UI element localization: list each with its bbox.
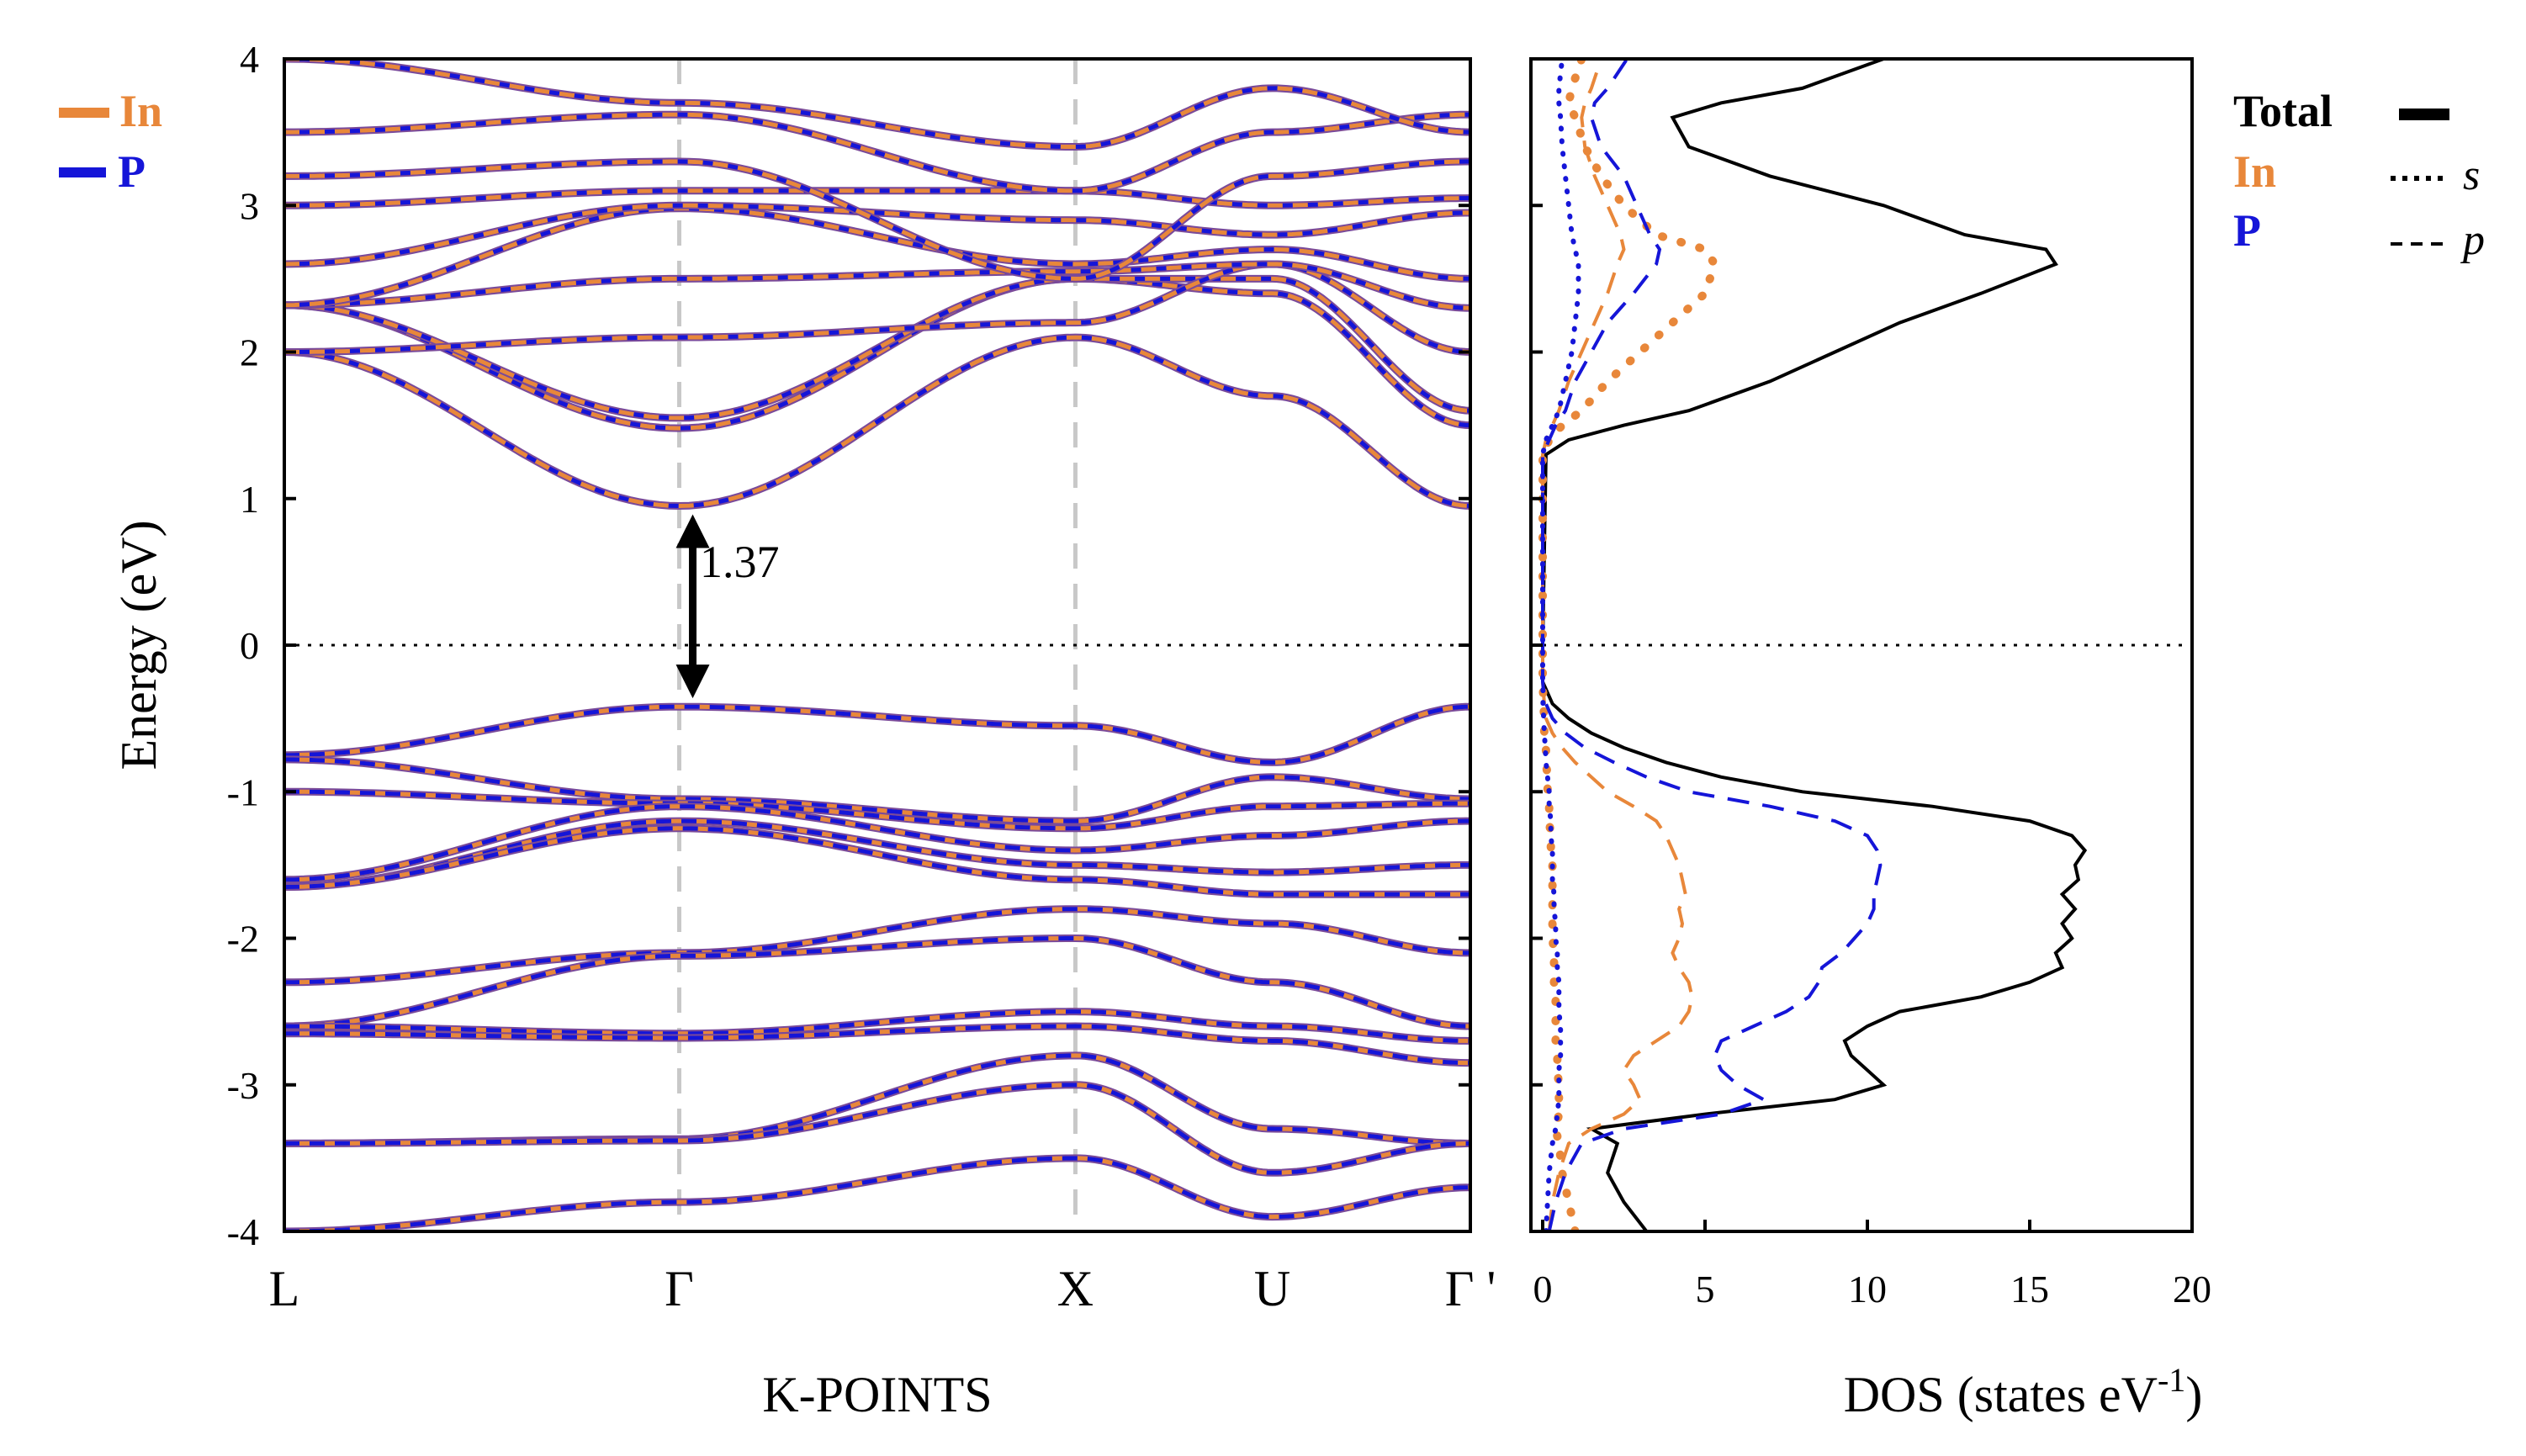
dos-panel: 0 5 10 15 20 DOS (states eV-1) Total In s P … — [1529, 57, 2485, 1422]
band-line-base — [284, 335, 1470, 509]
dos-axis-title-close: ) — [2185, 1367, 2202, 1422]
dos-energy-ticks — [1531, 57, 1543, 1233]
dos-tick-label: 0 — [1533, 1268, 1553, 1310]
energy-tick-label: 4 — [240, 38, 259, 81]
band-line-base — [284, 757, 1470, 823]
dos-legend: Total In s P p — [2233, 86, 2485, 264]
band-gap-arrow-head-bottom — [675, 664, 710, 699]
legend-s-label: s — [2463, 151, 2480, 199]
legend-p-orbital-label: p — [2460, 216, 2485, 264]
legend-total-label: Total — [2233, 86, 2333, 136]
kpoints-axis-title: K-POINTS — [762, 1367, 992, 1422]
dos-curves — [1538, 59, 2088, 1231]
band-line-overlay — [284, 1024, 1470, 1066]
legend-dos-p-label: P — [2233, 205, 2261, 256]
dos-tick-label: 5 — [1696, 1268, 1715, 1310]
dos-axis-ticks: 0 5 10 15 20 — [1533, 1220, 2211, 1310]
dos-tick-label: 15 — [2010, 1268, 2049, 1310]
energy-tick-label: -2 — [227, 918, 259, 961]
band-line-overlay — [284, 206, 1470, 308]
energy-tick-label: -4 — [227, 1210, 259, 1253]
dos-tick-label: 10 — [1848, 1268, 1887, 1310]
band-line-overlay — [284, 1156, 1470, 1231]
energy-tick-label: 0 — [240, 624, 259, 667]
energy-tick-label: 3 — [240, 184, 259, 227]
kpoint-label: Γ — [665, 1261, 694, 1316]
dos-axis-title-sup: -1 — [2158, 1361, 2185, 1399]
legend-p-label: P — [118, 146, 146, 197]
band-line-overlay — [284, 1009, 1470, 1043]
band-line-overlay — [284, 59, 1470, 149]
dos-curve-p-s — [1540, 59, 1581, 1231]
band-line-overlay — [284, 804, 1470, 882]
kpoint-label: Γ ' — [1445, 1261, 1496, 1316]
band-line-overlay — [284, 335, 1470, 509]
band-line-overlay — [284, 1083, 1470, 1175]
dos-curve-total — [1541, 59, 2088, 1231]
band-gap-value: 1.37 — [700, 537, 780, 587]
band-legend: In P — [59, 86, 162, 197]
band-line-overlay — [284, 704, 1470, 765]
kpoint-label: U — [1254, 1261, 1290, 1316]
energy-axis-title: Energy (eV) — [111, 520, 167, 770]
energy-tick-label: 2 — [240, 331, 259, 374]
dos-curve-p-p — [1541, 59, 1883, 1231]
band-line-overlay — [284, 757, 1470, 823]
kpoint-label: X — [1057, 1261, 1094, 1316]
legend-in-label: In — [119, 86, 162, 136]
kpoint-label: L — [269, 1261, 300, 1316]
band-line-overlay — [284, 936, 1470, 1029]
band-line-overlay — [284, 789, 1470, 831]
band-line-overlay — [284, 818, 1470, 889]
dos-tick-label: 20 — [2173, 1268, 2211, 1310]
band-structure-panel: -4 -3 -2 -1 0 1 2 3 4 L Γ X U Γ ' 1.37 Energy (eV) K… — [59, 38, 1496, 1422]
band-line-overlay — [284, 826, 1470, 897]
dos-curve-in-p — [1541, 59, 1694, 1231]
band-line-overlay — [284, 203, 1470, 267]
band-gap-arrow — [675, 514, 710, 699]
energy-tick-label: -3 — [227, 1064, 259, 1107]
band-line-overlay — [284, 159, 1470, 281]
band-line-overlay — [284, 262, 1470, 354]
dos-axis-title-main: DOS (states eV — [1844, 1367, 2158, 1422]
band-lines — [284, 59, 1470, 1231]
band-gap-arrow-head-top — [675, 514, 710, 548]
band-line-overlay — [284, 907, 1470, 985]
kpoint-labels: L Γ X U Γ ' — [269, 1261, 1496, 1316]
band-line-overlay — [284, 112, 1470, 193]
energy-tick-label: -1 — [227, 770, 259, 813]
energy-axis-ticks: -4 -3 -2 -1 0 1 2 3 4 — [227, 38, 1470, 1253]
dos-axis-title: DOS (states eV-1) — [1844, 1361, 2203, 1422]
legend-dos-in-label: In — [2233, 146, 2276, 197]
energy-tick-label: 1 — [240, 478, 259, 521]
band-line-overlay — [284, 262, 1470, 310]
